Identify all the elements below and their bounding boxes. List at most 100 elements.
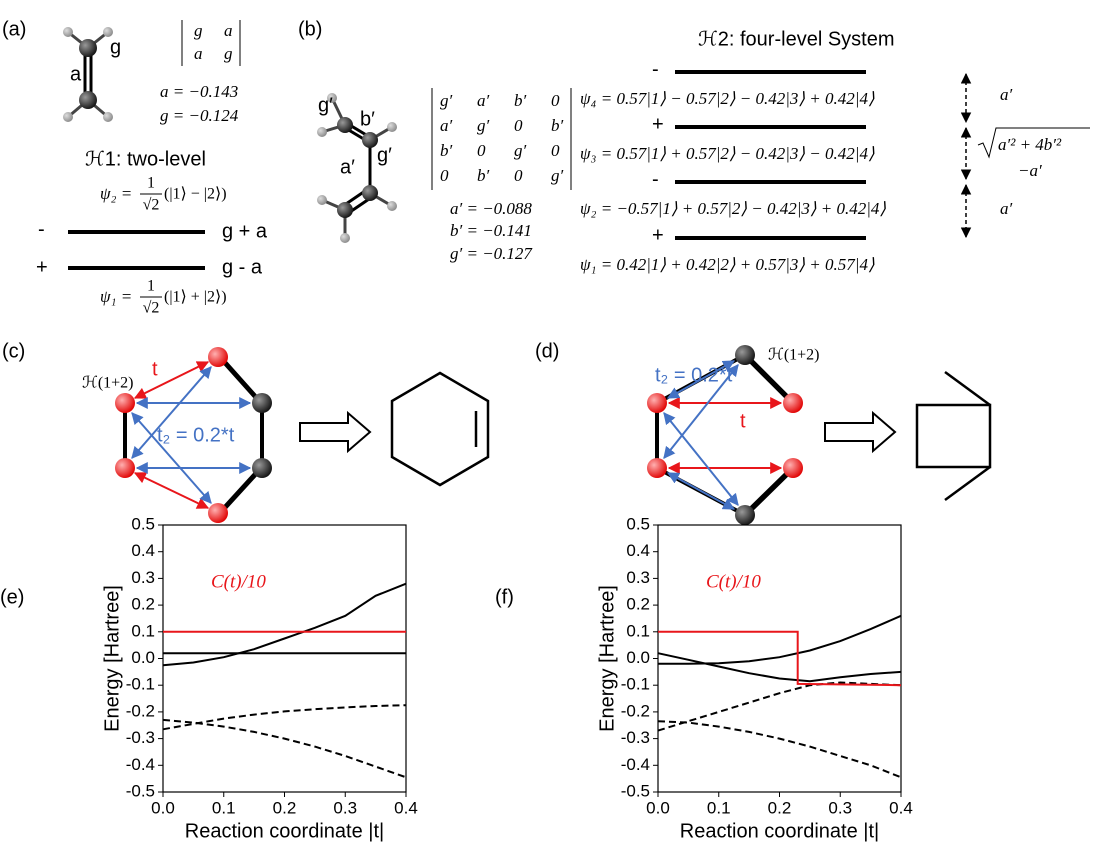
series-label: C(t)/10 <box>706 571 761 592</box>
gap-label: a′ <box>1000 199 1013 218</box>
y-tick-label: 0.4 <box>131 541 155 560</box>
matrix-entry: g′ <box>551 166 564 185</box>
hamiltonian: ℋ(1+2) <box>82 375 134 392</box>
x-tick-label: 0.1 <box>707 798 731 817</box>
substituent <box>945 372 990 405</box>
sign: - <box>38 218 45 240</box>
fraction-den: √2 <box>143 197 160 214</box>
panel-label: (f) <box>495 586 514 608</box>
level-energy: g + a <box>222 220 268 242</box>
y-tick-label: -0.4 <box>621 755 650 774</box>
system-title: ℋ1: two-level <box>85 148 206 170</box>
parameter: b′ = −0.141 <box>450 221 532 240</box>
matrix-entry: g′ <box>514 141 527 160</box>
y-tick-label: 0.4 <box>626 541 650 560</box>
y-tick-label: 0.5 <box>626 514 650 533</box>
parameter: a = −0.143 <box>160 82 238 101</box>
cyclohexene <box>392 373 488 485</box>
ket: (|1⟩ + |2⟩) <box>164 289 227 306</box>
y-tick-label: -0.2 <box>621 701 650 720</box>
matrix-entry: a <box>194 44 203 63</box>
y-axis-label: Energy [Hartree] <box>101 585 123 732</box>
sign: + <box>652 113 664 135</box>
matrix-entry: g <box>194 21 203 40</box>
levels: - ψ₄ = 0.57|1⟩ − 0.57|2⟩ − 0.42|3⟩ + 0.42… <box>580 58 886 274</box>
y-tick-label: -0.2 <box>126 701 155 720</box>
plot-frame <box>163 525 406 792</box>
series-line <box>658 616 901 664</box>
chart: (e)-0.5-0.4-0.3-0.2-0.10.00.10.20.30.40.… <box>0 514 418 842</box>
matrix-entry: a′ <box>440 116 453 135</box>
series-line <box>163 720 406 777</box>
y-tick-label: 0.0 <box>131 648 155 667</box>
wavefunction: ψ₄ = 0.57|1⟩ − 0.57|2⟩ − 0.42|3⟩ + 0.42|… <box>580 89 875 108</box>
matrix-entry: b′ <box>514 91 527 110</box>
substituent <box>945 467 990 500</box>
x-tick-label: 0.0 <box>646 798 670 817</box>
y-tick-label: 0.5 <box>131 514 155 533</box>
y-tick-label: 0.1 <box>626 621 650 640</box>
matrix-entry: 0 <box>551 91 560 110</box>
matrix-entry: b′ <box>477 166 490 185</box>
plot-frame <box>658 525 901 792</box>
y-tick-label: -0.4 <box>126 755 155 774</box>
panel-label: (b) <box>298 18 322 40</box>
matrix-entry: g′ <box>477 116 490 135</box>
y-tick-label: 0.0 <box>626 648 650 667</box>
y-tick-label: 0.3 <box>626 568 650 587</box>
y-tick-label: 0.1 <box>131 621 155 640</box>
matrix-entry: g <box>224 44 233 63</box>
panel-d: (d) t₂ = 0.2*t ℋ(1+2) t <box>535 340 990 525</box>
matrix-entry: a <box>224 21 233 40</box>
y-tick-label: 0.3 <box>131 568 155 587</box>
panel-label: (c) <box>2 340 25 362</box>
matrix-entry: a′ <box>477 91 490 110</box>
y-tick-label: 0.2 <box>131 595 155 614</box>
sign: - <box>652 168 659 190</box>
y-tick-label: -0.3 <box>621 728 650 747</box>
x-tick-label: 0.2 <box>273 798 297 817</box>
wavefunction: ψ₂ = −0.57|1⟩ + 0.57|2⟩ − 0.42|3⟩ + 0.42… <box>580 199 886 218</box>
panel-label: (d) <box>535 340 559 362</box>
series-label: C(t)/10 <box>211 571 266 592</box>
x-axis-label: Reaction coordinate |t| <box>680 820 879 842</box>
wavefunction: ψ₁ = <box>100 287 132 306</box>
x-axis-label: Reaction coordinate |t| <box>185 820 384 842</box>
matrix-entry: 0 <box>551 141 560 160</box>
wavefunction: ψ₃ = 0.57|1⟩ + 0.57|2⟩ − 0.42|3⟩ − 0.42|… <box>580 144 875 163</box>
parameter: g′ = −0.127 <box>450 244 533 263</box>
gap-label: a′ <box>1000 85 1013 104</box>
t2-label: t₂ = 0.2*t <box>655 364 733 386</box>
atom-label: g′ <box>377 144 392 166</box>
ket: (|1⟩ − |2⟩) <box>164 186 227 203</box>
sign: - <box>652 58 659 80</box>
x-tick-label: 0.2 <box>768 798 792 817</box>
system-title: ℋ2: four-level System <box>698 28 895 50</box>
atom-label: g′ <box>318 94 333 116</box>
sign: + <box>36 256 48 278</box>
bond-label: a <box>70 63 82 85</box>
matrix-entry: 0 <box>440 166 449 185</box>
y-tick-label: -0.1 <box>126 675 155 694</box>
figure: (a) a g g a a g a = −0.143 g = −0.124 ℋ1… <box>0 0 1095 852</box>
wavefunction: ψ₂ = <box>100 184 132 203</box>
block-arrow <box>825 413 895 451</box>
chart: (f)-0.5-0.4-0.3-0.2-0.10.00.10.20.30.40.… <box>495 514 913 842</box>
wavefunction: ψ₁ = 0.42|1⟩ + 0.42|2⟩ + 0.57|3⟩ + 0.57|… <box>580 255 875 274</box>
level-energy: g - a <box>222 256 263 278</box>
gap-label: −a′ <box>1018 161 1042 180</box>
x-tick-label: 0.4 <box>889 798 913 817</box>
t-label: t <box>152 358 158 380</box>
y-tick-label: -0.3 <box>126 728 155 747</box>
x-tick-label: 0.1 <box>212 798 236 817</box>
fraction-num: 1 <box>147 278 155 295</box>
series-line <box>658 721 901 777</box>
matrix-entry: 0 <box>514 166 523 185</box>
gap-label: a′² + 4b′² <box>998 135 1062 154</box>
panel-c: (c) ℋ(1+2) t t₂ = 0.2*t <box>2 340 488 523</box>
bond-label: g <box>110 36 121 58</box>
cyclobutane <box>917 405 990 467</box>
block-arrow <box>300 413 370 451</box>
x-tick-label: 0.3 <box>333 798 357 817</box>
y-tick-label: -0.1 <box>621 675 650 694</box>
